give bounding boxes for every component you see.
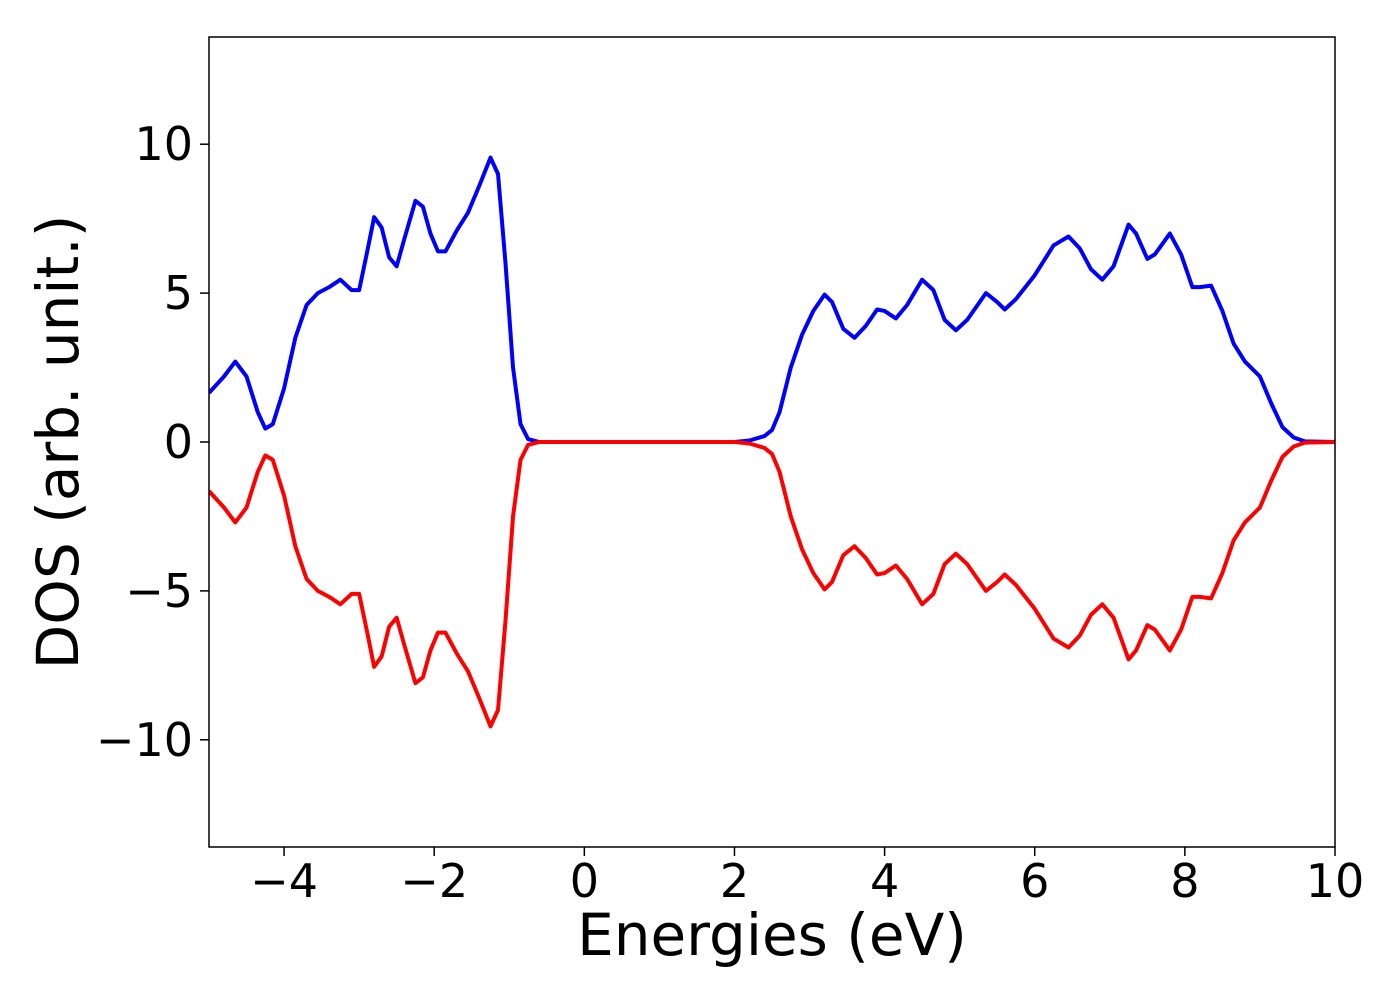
x-tick-label: 2 [720,854,749,908]
dos-line [209,440,1335,729]
x-tick-label: 0 [570,854,599,908]
y-tick-label: 0 [164,415,193,469]
x-tick-label: 10 [1306,854,1365,908]
x-tick-label: 6 [1020,854,1049,908]
y-axis-label: DOS (arb. unit.) [24,215,92,670]
x-tick-label: −4 [250,854,318,908]
y-tick-label: −5 [125,564,193,618]
plot-frame [208,36,1336,848]
y-tick-label: 10 [134,117,193,171]
x-tick-label: 4 [870,854,899,908]
y-tick-label: 5 [164,266,193,320]
x-tick-label: −2 [400,854,468,908]
dos-line [209,155,1335,444]
y-tick-label: −10 [96,713,193,767]
x-tick-label: 8 [1170,854,1199,908]
x-axis-label: Energies (eV) [577,901,967,969]
